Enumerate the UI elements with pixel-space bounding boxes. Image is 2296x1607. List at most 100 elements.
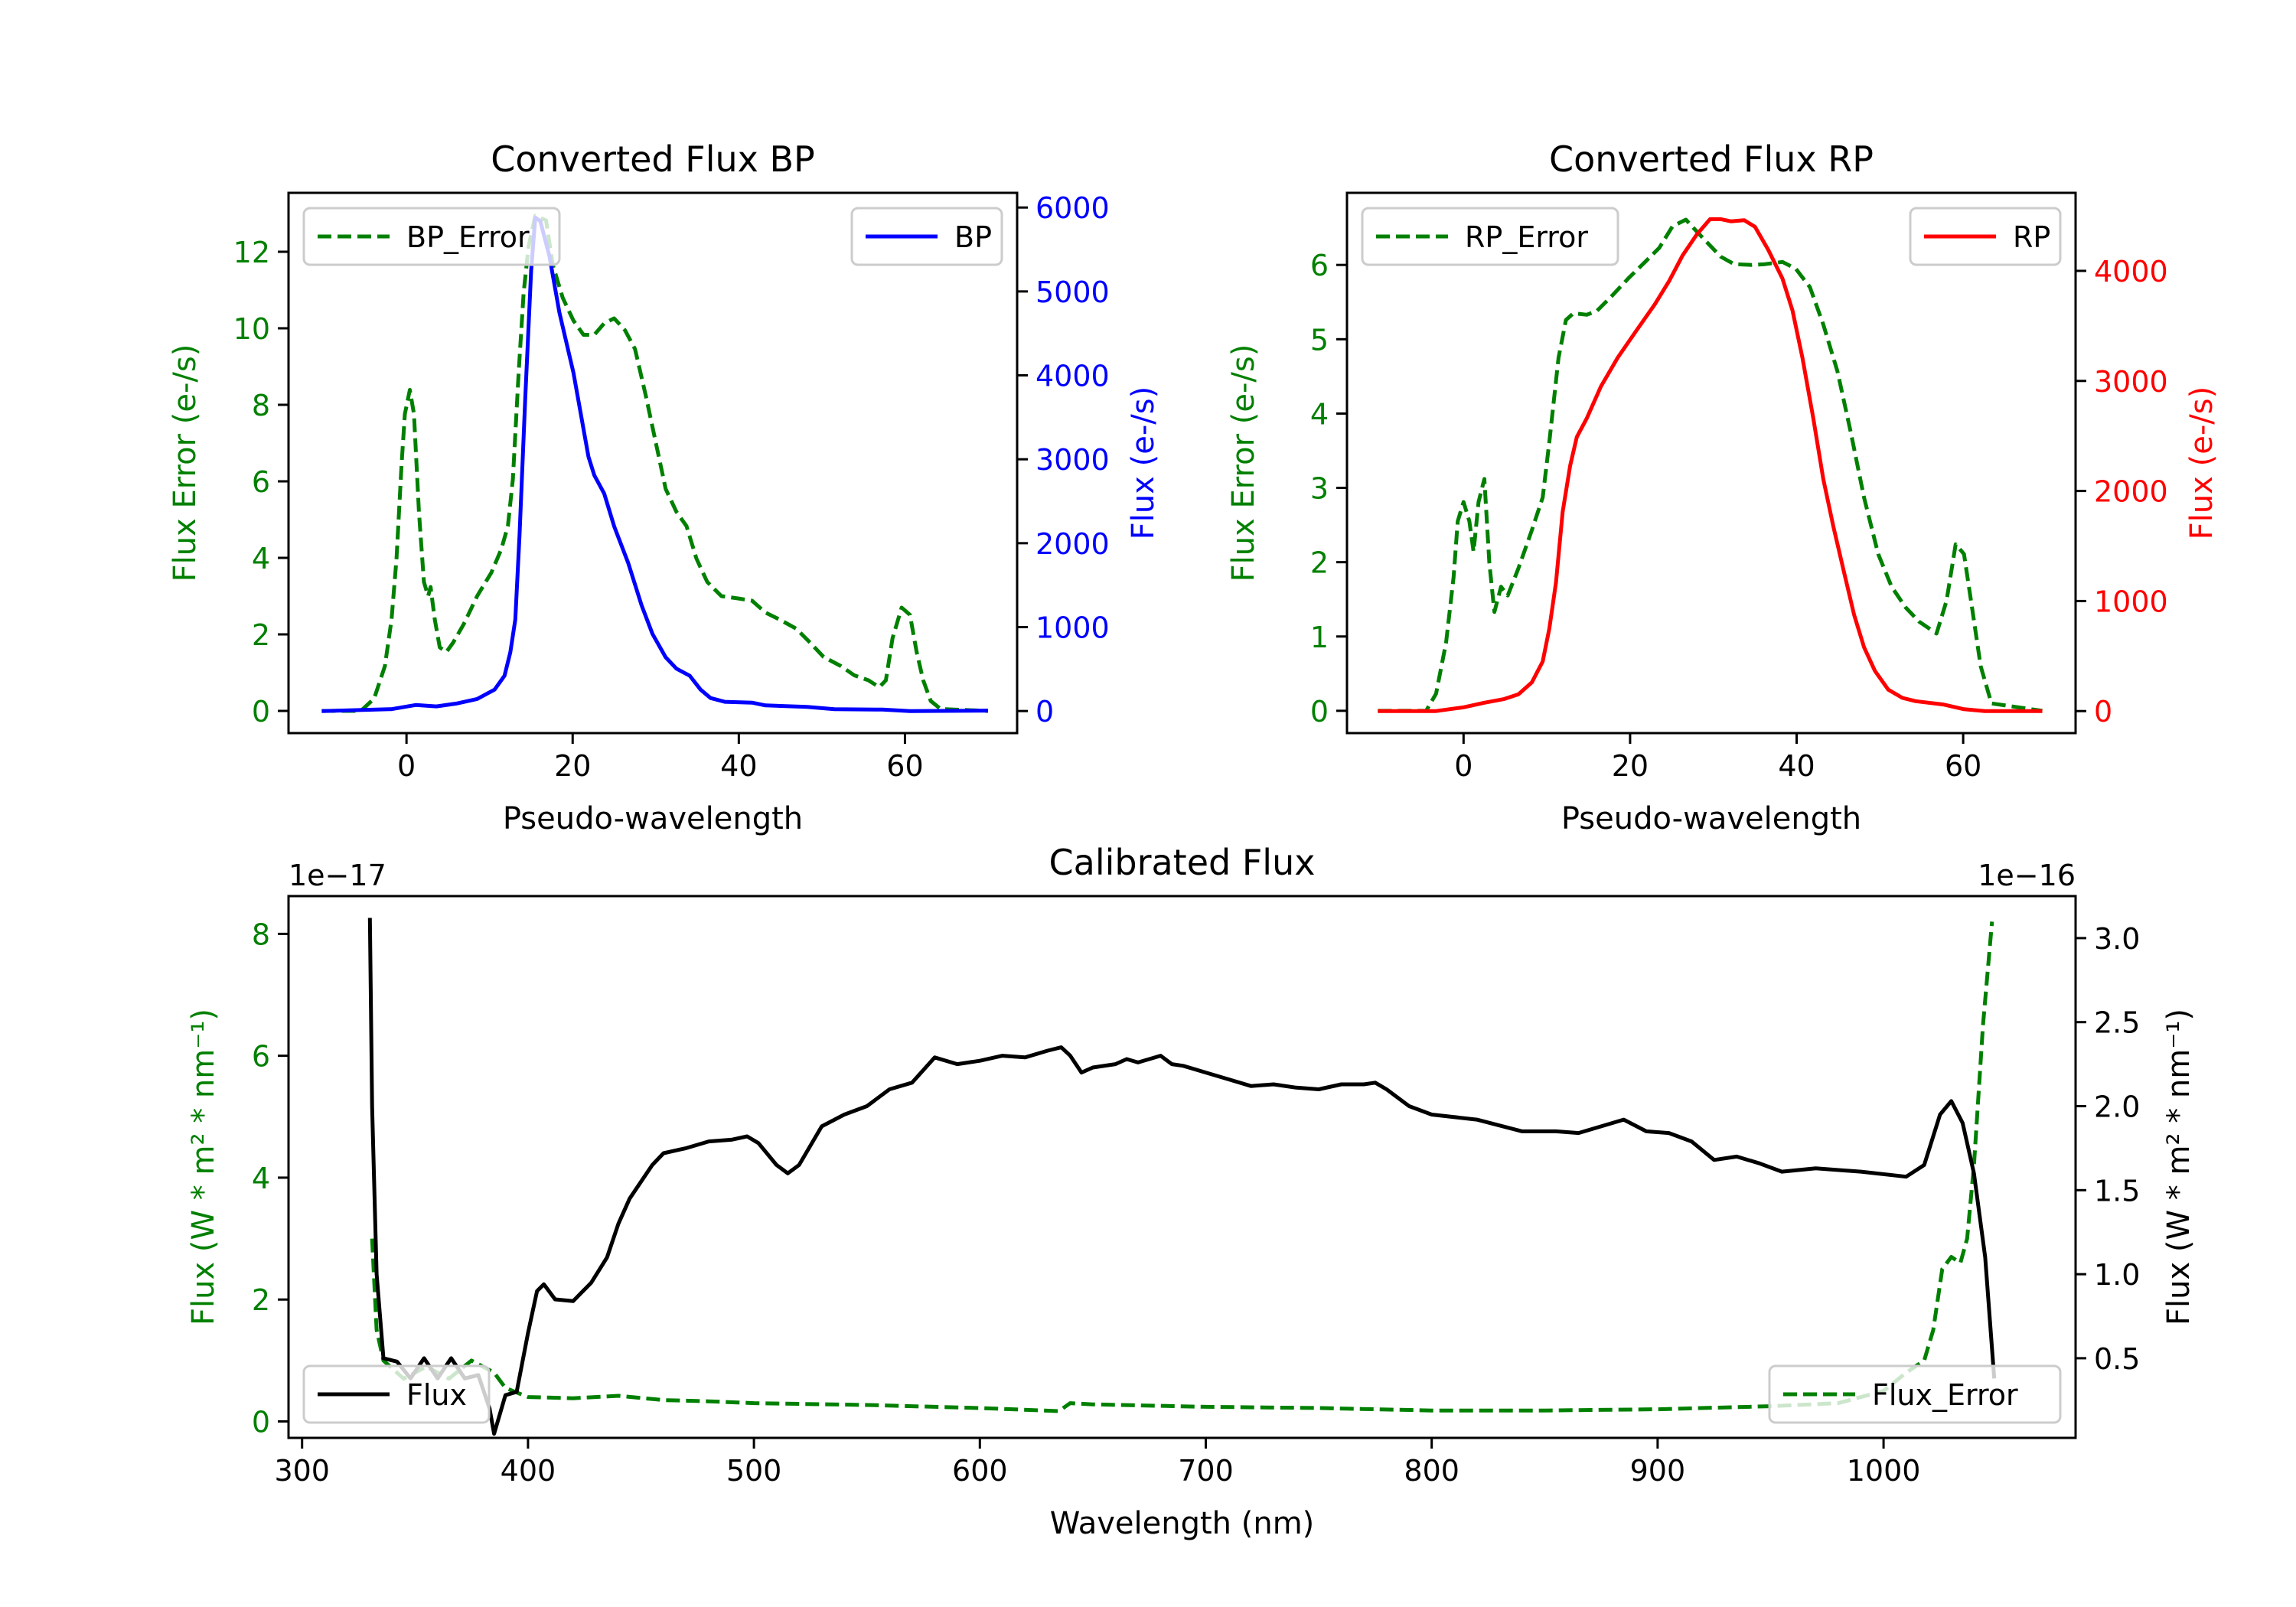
series-line-bp [321, 215, 989, 713]
panel-bp: 0 20 40 60 0 2 4 6 8 10 12 0 1000 2000 3000 4000 5000 600… [168, 139, 1161, 836]
y-left-tick-label: 4 [1310, 397, 1329, 431]
y-left-tick-label: 10 [233, 312, 270, 346]
y-left-tick-label: 3 [1310, 472, 1329, 506]
y-left-axis-label: Flux Error (e-/s) [1226, 344, 1261, 582]
legend-bp-error: BP_Error [302, 207, 561, 266]
y-right-tick-label: 2.5 [2094, 1006, 2140, 1040]
x-tick-label: 800 [1404, 1454, 1459, 1488]
y-right-tick-label: 3000 [2094, 365, 2168, 399]
y-right-axis-label: Flux (e-/s) [2184, 386, 2219, 539]
legend-box [302, 1364, 491, 1424]
y-right-tick-label: 1.0 [2094, 1258, 2140, 1292]
series-group [367, 918, 1997, 1436]
x-tick-label: 300 [274, 1454, 330, 1488]
legend-flux-error: Flux_Error [1768, 1364, 2062, 1424]
legend-label: Flux [406, 1378, 467, 1412]
y-right-tick-label: 0 [2094, 695, 2112, 729]
y-right-tick-label: 0.5 [2094, 1342, 2140, 1376]
y-left-tick-label: 2 [252, 1283, 270, 1317]
y-left-tick-label: 6 [252, 465, 270, 499]
chart-title: Converted Flux BP [491, 139, 815, 180]
x-tick-label: 60 [886, 749, 923, 783]
series-group [321, 214, 989, 713]
legend-rp-error: RP_Error [1361, 207, 1619, 266]
y-left-tick-label: 2 [252, 618, 270, 652]
panels: 0 20 40 60024681012010002000300040005000600… [168, 139, 2219, 1541]
panel-calibrated: 300 400 500 600 700 800 900 1000 0 2 4 6 8 0.5 1.0 1.5 2… [186, 842, 2197, 1541]
y-left-axis-label: Flux (W * m² * nm⁻¹) [186, 1009, 221, 1325]
x-tick-label: 600 [952, 1454, 1008, 1488]
y-left-tick-label: 0 [1310, 695, 1329, 729]
y-left-tick-label: 5 [1310, 323, 1329, 357]
legend-label: Flux_Error [1872, 1378, 2018, 1412]
y-left-axis-label: Flux Error (e-/s) [168, 344, 203, 582]
y-right-axis-label: Flux (W * m² * nm⁻¹) [2161, 1009, 2197, 1325]
x-axis-label: Pseudo-wavelength [503, 801, 803, 836]
legend-label: BP_Error [406, 220, 530, 254]
x-tick-label: 0 [1454, 749, 1473, 783]
series-line-rp-error [1378, 217, 2043, 713]
legend-flux: Flux [302, 1364, 491, 1424]
chart-title: Converted Flux RP [1549, 139, 1874, 180]
y-left-tick-label: 2 [1310, 546, 1329, 580]
x-tick-label: 900 [1630, 1454, 1686, 1488]
legend-rp: RP [1909, 207, 2062, 266]
series-line-flux [367, 918, 1997, 1436]
x-tick-label: 500 [726, 1454, 782, 1488]
y-left-tick-label: 4 [252, 1162, 270, 1195]
y-right-tick-label: 1.5 [2094, 1174, 2140, 1208]
y-right-axis-label: Flux (e-/s) [1126, 386, 1161, 539]
x-tick-label: 20 [1612, 749, 1649, 783]
y-right-tick-label: 4000 [1035, 360, 1110, 393]
axes-frame [287, 191, 1019, 735]
legend-label: RP_Error [1465, 220, 1588, 254]
series-line-rp [1378, 217, 2043, 713]
legend-box [302, 207, 561, 266]
y-left-tick-label: 1 [1310, 621, 1329, 654]
x-tick-label: 20 [554, 749, 591, 783]
y-right-tick-label: 4000 [2094, 255, 2168, 288]
y-left-tick-label: 6 [252, 1040, 270, 1074]
x-axis-label: Wavelength (nm) [1050, 1506, 1315, 1541]
y-right-tick-label: 1000 [1035, 611, 1110, 644]
chart-title: Calibrated Flux [1049, 842, 1316, 883]
y-right-tick-label: 2.0 [2094, 1090, 2140, 1124]
y-right-tick-label: 2000 [2094, 475, 2168, 509]
series-line-flux-error [370, 921, 1994, 1413]
series-line-bp-error [321, 214, 989, 713]
y-left-tick-label: 0 [252, 1405, 270, 1439]
x-tick-label: 700 [1178, 1454, 1234, 1488]
y-left-offset-label: 1e−17 [289, 859, 386, 892]
y-right-tick-label: 5000 [1035, 275, 1110, 309]
y-right-tick-label: 3.0 [2094, 922, 2140, 956]
axes-frame [287, 895, 2077, 1439]
series-group [1378, 217, 2043, 713]
y-left-tick-label: 8 [252, 389, 270, 422]
panel-rp: 0 20 40 60012345601000200030004000Converted… [1226, 139, 2219, 836]
x-axis-label: Pseudo-wavelength [1561, 801, 1861, 836]
x-tick-label: 0 [397, 749, 416, 783]
y-right-tick-label: 0 [1035, 695, 1054, 729]
legend-box [1768, 1364, 2062, 1424]
axes-frame [1345, 191, 2077, 735]
x-tick-label: 400 [501, 1454, 556, 1488]
x-tick-label: 40 [720, 749, 757, 783]
legend-label: BP [954, 220, 992, 254]
y-left-tick-label: 0 [252, 695, 270, 729]
y-left-tick-label: 12 [233, 236, 270, 269]
legend-label: RP [2013, 220, 2050, 254]
x-tick-label: 60 [1945, 749, 1981, 783]
y-left-tick-label: 4 [252, 542, 270, 575]
x-tick-label: 1000 [1847, 1454, 1921, 1488]
y-right-tick-label: 6000 [1035, 191, 1110, 225]
legend-bp: BP [850, 207, 1003, 266]
legend-box [1361, 207, 1619, 266]
y-right-tick-label: 3000 [1035, 443, 1110, 477]
y-right-tick-label: 2000 [1035, 527, 1110, 561]
y-left-tick-label: 8 [252, 918, 270, 951]
y-right-offset-label: 1e−16 [1978, 859, 2076, 892]
y-right-tick-label: 1000 [2094, 585, 2168, 618]
x-tick-label: 40 [1778, 749, 1815, 783]
y-left-tick-label: 6 [1310, 249, 1329, 282]
